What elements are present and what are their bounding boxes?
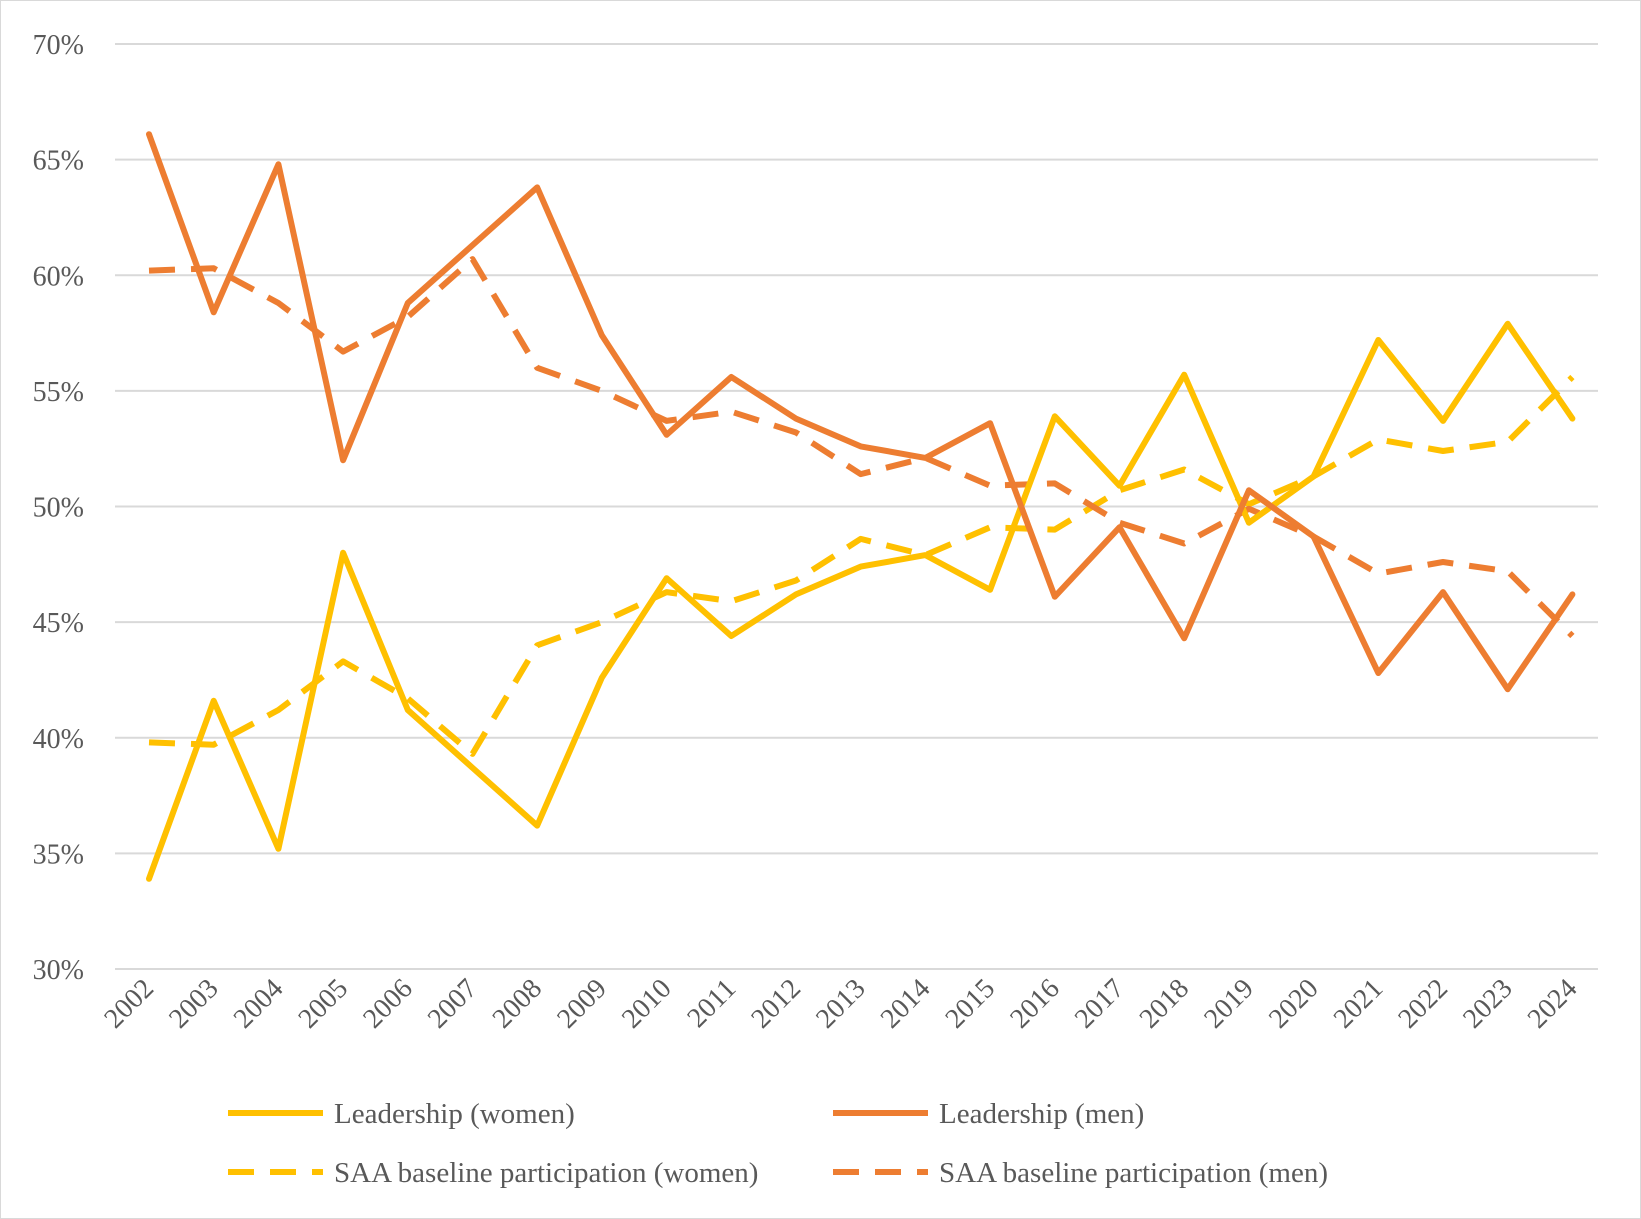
- x-tick-label: 2023: [1457, 973, 1519, 1035]
- x-tick-label: 2024: [1522, 973, 1584, 1035]
- x-tick-label: 2005: [293, 973, 355, 1035]
- y-axis-tick-labels: 30% 35% 40% 45% 50% 55% 60% 65% 70%: [33, 30, 84, 986]
- x-tick-label: 2014: [875, 973, 937, 1035]
- x-tick-label: 2004: [228, 973, 290, 1035]
- legend: Leadership (women) Leadership (men) SAA ba…: [228, 1098, 1328, 1189]
- x-tick-label: 2007: [422, 973, 484, 1035]
- x-tick-label: 2002: [98, 973, 160, 1035]
- x-tick-label: 2016: [1004, 973, 1066, 1035]
- series-line-leadership-men: [146, 131, 1576, 693]
- x-tick-label: 2022: [1392, 973, 1454, 1035]
- legend-label: SAA baseline participation (men): [939, 1157, 1328, 1189]
- legend-label: SAA baseline participation (women): [334, 1157, 758, 1189]
- x-tick-label: 2011: [681, 973, 742, 1034]
- y-tick-label: 55%: [33, 377, 84, 408]
- y-tick-label: 35%: [33, 839, 84, 870]
- x-tick-label: 2021: [1328, 973, 1390, 1035]
- x-tick-label: 2008: [487, 973, 549, 1035]
- series-lines: [146, 131, 1576, 882]
- y-tick-label: 40%: [33, 724, 84, 755]
- x-tick-label: 2019: [1198, 973, 1260, 1035]
- series-line-saa-baseline-participation-women: [148, 374, 1575, 757]
- x-tick-label: 2003: [163, 973, 225, 1035]
- x-tick-label: 2013: [810, 973, 872, 1035]
- x-tick-label: 2018: [1134, 973, 1196, 1035]
- y-tick-label: 65%: [33, 146, 84, 177]
- x-axis-tick-labels: 2002 2003 2004 2005 2006 2007 2008 2009 2010 2011…: [98, 973, 1583, 1035]
- legend-label: Leadership (men): [939, 1098, 1144, 1130]
- x-tick-label: 2009: [551, 973, 613, 1035]
- x-tick-label: 2017: [1069, 973, 1131, 1035]
- x-tick-label: 2020: [1263, 973, 1325, 1035]
- y-tick-label: 60%: [33, 261, 84, 292]
- grid-lines: [115, 43, 1598, 970]
- y-tick-label: 50%: [33, 493, 84, 524]
- x-tick-label: 2015: [940, 973, 1002, 1035]
- x-tick-label: 2010: [616, 973, 678, 1035]
- x-tick-label: 2012: [745, 973, 807, 1035]
- y-tick-label: 70%: [33, 30, 84, 61]
- series-line-leadership-women: [146, 320, 1576, 882]
- series-line-saa-baseline-participation-men: [148, 256, 1575, 639]
- x-tick-label: 2006: [357, 973, 419, 1035]
- y-tick-label: 30%: [33, 955, 84, 986]
- legend-label: Leadership (women): [334, 1098, 575, 1130]
- y-tick-label: 45%: [33, 608, 84, 639]
